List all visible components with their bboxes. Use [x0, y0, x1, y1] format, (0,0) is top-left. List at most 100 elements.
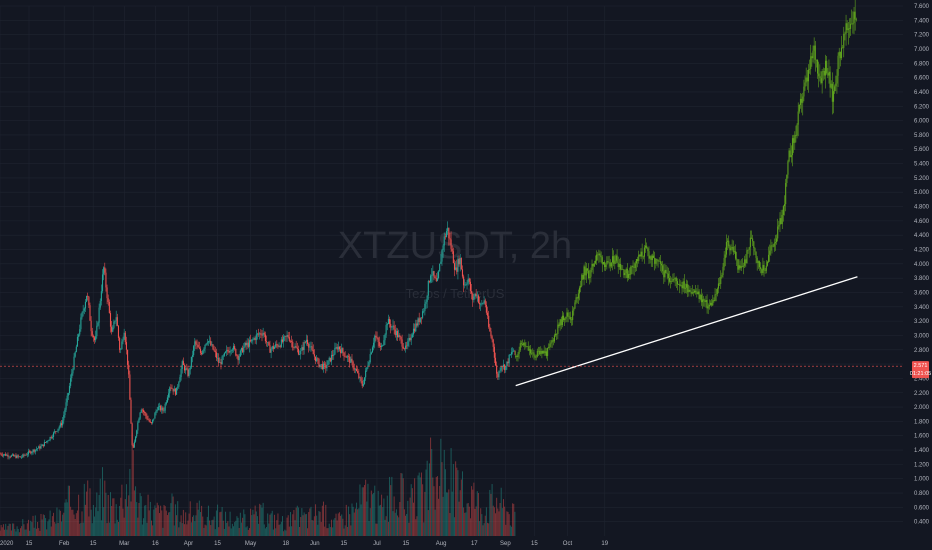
projection-candle — [589, 276, 591, 278]
volume-bar — [223, 528, 225, 536]
projection-candle — [597, 254, 599, 256]
projection-candle — [536, 350, 538, 357]
candle — [207, 341, 210, 343]
candle — [70, 378, 72, 386]
projection-candle — [839, 51, 841, 59]
volume-bar — [467, 503, 469, 536]
candle — [76, 336, 79, 347]
volume-bar — [242, 517, 244, 536]
candle — [399, 335, 401, 337]
volume-bar — [136, 502, 138, 536]
x-tick-label: Apr — [184, 541, 193, 547]
volume-bar — [330, 519, 332, 536]
volume-bar — [487, 522, 489, 536]
volume-bar — [446, 492, 448, 536]
volume-bar — [458, 501, 460, 536]
volume-bar — [443, 449, 445, 536]
volume-bar — [454, 517, 456, 536]
volume-bar — [259, 503, 261, 536]
volume-bar — [201, 505, 203, 536]
volume-bar — [410, 484, 412, 536]
candle — [362, 383, 364, 386]
volume-bar — [161, 510, 163, 536]
candle — [493, 346, 495, 358]
candle — [266, 341, 268, 343]
trendline[interactable] — [515, 276, 858, 387]
volume-bar — [71, 509, 73, 536]
candle — [160, 405, 162, 411]
candle — [201, 352, 203, 355]
projection-candle — [634, 263, 636, 268]
candle — [350, 358, 352, 363]
candle — [244, 342, 246, 347]
candle — [59, 423, 61, 427]
candle — [301, 347, 303, 351]
candle — [289, 340, 292, 342]
candle — [158, 405, 161, 407]
time-axis-panel[interactable] — [0, 536, 932, 550]
candle — [448, 227, 450, 239]
projection-candle — [736, 258, 738, 260]
candle — [228, 351, 230, 353]
volume-bar — [165, 510, 167, 536]
candle — [317, 358, 319, 360]
volume-bar — [43, 515, 45, 536]
projection-candle — [609, 262, 611, 267]
volume-bar — [263, 524, 265, 536]
candle — [351, 358, 353, 362]
time-axis[interactable]: 2020 15 Feb 15 Mar 16 Apr 15 May 18 Jun 15 Jul 15 Aug 1… — [0, 541, 609, 547]
projection-candle — [727, 240, 729, 242]
volume-bar — [291, 526, 293, 536]
candle — [246, 342, 248, 346]
volume-bar — [321, 505, 323, 536]
volume-bar — [456, 467, 458, 536]
volume-bar — [21, 526, 23, 536]
candle — [221, 356, 223, 365]
volume-bar — [119, 505, 121, 536]
volume-bar — [469, 518, 471, 536]
candle — [441, 250, 443, 262]
volume-bar — [506, 511, 508, 536]
volume-bar — [367, 483, 369, 536]
volume-bar — [406, 513, 408, 536]
volume-bar — [489, 489, 491, 536]
candle — [155, 410, 157, 414]
volume-bar — [61, 521, 63, 536]
volume-bar — [409, 497, 411, 536]
candle — [385, 325, 387, 335]
candle — [39, 446, 41, 449]
projection-candle — [773, 243, 775, 247]
volume-bar — [414, 478, 416, 536]
volume-bar — [184, 524, 186, 536]
candle — [340, 349, 342, 354]
candle — [295, 346, 297, 348]
projection-candle — [646, 245, 648, 249]
candle — [344, 356, 346, 357]
projection-candle — [686, 284, 688, 288]
candle — [180, 368, 182, 378]
candle — [176, 387, 178, 395]
candle — [161, 407, 163, 411]
candle — [5, 454, 7, 456]
projection-candle — [617, 262, 619, 268]
projection-candle — [831, 83, 833, 102]
x-tick-label: Mar — [119, 541, 129, 547]
volume-bar — [325, 504, 327, 536]
candle — [434, 276, 436, 279]
candle — [202, 350, 204, 355]
projection-candle — [655, 259, 657, 264]
price-axis-panel[interactable] — [903, 0, 932, 550]
projection-candle — [667, 273, 669, 279]
candle — [480, 304, 482, 305]
y-tick-label: 3.000 — [914, 333, 930, 339]
candle — [425, 301, 427, 304]
volume-bar — [260, 504, 262, 536]
projection-candle — [793, 138, 795, 143]
x-tick-label: 18 — [282, 541, 289, 547]
candle — [256, 333, 258, 335]
candle — [334, 347, 336, 355]
volume-bar — [137, 517, 139, 536]
volume-bar — [47, 521, 49, 536]
projection-candle — [719, 283, 721, 285]
